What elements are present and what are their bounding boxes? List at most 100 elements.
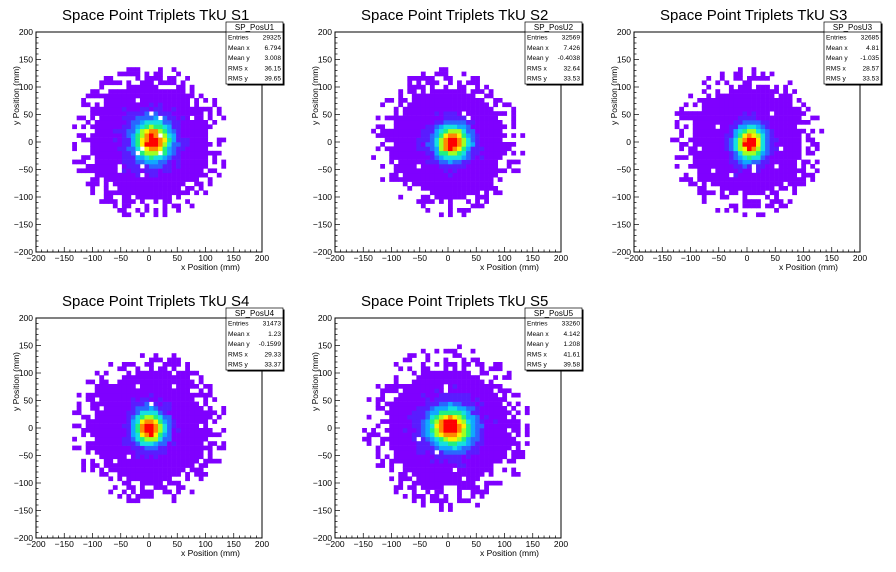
heatmap-cell <box>774 111 779 116</box>
heatmap-cell <box>402 476 408 482</box>
heatmap-cell <box>171 458 177 464</box>
heatmap-cell <box>108 392 114 398</box>
heatmap-cell <box>728 111 734 116</box>
heatmap-cell <box>398 89 404 94</box>
heatmap-cell <box>470 388 476 394</box>
heatmap-cell <box>470 150 476 156</box>
heatmap-cell <box>94 177 100 182</box>
heatmap-cell <box>724 120 730 125</box>
heatmap-cell <box>158 485 163 490</box>
heatmap-cell <box>769 186 775 191</box>
heatmap-cell <box>434 102 440 108</box>
heatmap-cell <box>108 428 114 433</box>
heatmap-cell <box>90 111 96 116</box>
heatmap-cell <box>198 436 204 442</box>
heatmap-cell <box>769 71 775 77</box>
heatmap-cell <box>425 441 431 446</box>
heatmap-cell <box>420 472 426 477</box>
histogram-svg-4: Space Point Triplets TkU S4−200 −150 −100−… <box>11 293 285 558</box>
heatmap-cell <box>448 137 453 143</box>
heatmap-cell <box>158 436 163 442</box>
heatmap-cell <box>389 463 395 468</box>
heatmap-cell <box>438 467 444 473</box>
heatmap-cell <box>420 177 426 182</box>
heatmap-cell <box>674 124 680 130</box>
heatmap-cell <box>783 186 788 191</box>
heatmap-cell <box>737 115 743 121</box>
heatmap-cell <box>117 428 123 433</box>
heatmap-cell <box>153 436 159 442</box>
heatmap-cell <box>429 181 435 187</box>
heatmap-cell <box>497 168 503 174</box>
heatmap-cell <box>416 401 422 407</box>
heatmap-cell <box>185 115 190 121</box>
heatmap-cell <box>429 441 435 446</box>
heatmap-cell <box>742 150 748 156</box>
heatmap-cell <box>448 392 453 398</box>
heatmap-cell <box>185 476 190 482</box>
heatmap-cell <box>484 467 489 473</box>
heatmap-cell <box>171 137 177 143</box>
heatmap-cell <box>493 392 499 398</box>
heatmap-cell <box>484 186 489 191</box>
heatmap-cell <box>488 432 494 438</box>
heatmap-cell <box>407 423 413 429</box>
heatmap-cell <box>126 93 132 99</box>
heatmap-cell <box>167 137 172 143</box>
heatmap-cell <box>371 428 376 433</box>
heatmap-cell <box>479 423 485 429</box>
heatmap-cell <box>171 388 177 394</box>
heatmap-cell <box>484 177 489 182</box>
heatmap-cell <box>153 458 159 464</box>
heatmap-cell <box>126 494 132 499</box>
heatmap-cell <box>76 410 82 416</box>
heatmap-cell <box>216 150 222 156</box>
heatmap-cell <box>176 450 181 455</box>
heatmap-cell <box>452 168 458 174</box>
heatmap-cell <box>475 98 480 103</box>
heatmap-cell <box>470 203 476 209</box>
heatmap-cell <box>194 137 200 143</box>
heatmap-cell <box>216 458 222 464</box>
heatmap-cell <box>158 423 163 429</box>
heatmap-cell <box>502 428 508 433</box>
heatmap-cell <box>783 150 788 156</box>
heatmap-cell <box>144 89 150 94</box>
heatmap-cell <box>108 98 114 103</box>
heatmap-cell <box>171 106 177 112</box>
heatmap-cell <box>384 115 390 121</box>
heatmap-cell <box>425 208 431 213</box>
heatmap-cell <box>479 164 485 169</box>
heatmap-cell <box>121 137 127 143</box>
heatmap-cell <box>801 177 807 182</box>
heatmap-cell <box>398 366 404 372</box>
heatmap-cell <box>475 106 480 112</box>
heatmap-cell <box>189 445 195 451</box>
heatmap-cell <box>452 98 458 103</box>
heatmap-cell <box>185 362 190 367</box>
heatmap-cell <box>135 155 141 160</box>
heatmap-cell <box>737 124 743 130</box>
heatmap-cell <box>466 458 471 464</box>
y-tick-label: 100 <box>318 82 332 92</box>
heatmap-cell <box>171 67 177 72</box>
heatmap-cell <box>497 410 503 416</box>
heatmap-cell <box>420 458 426 464</box>
heatmap-cell <box>769 133 775 138</box>
heatmap-cell <box>126 467 132 473</box>
heatmap-cell <box>448 472 453 477</box>
heatmap-cell <box>710 164 716 169</box>
heatmap-cell <box>398 485 404 490</box>
heatmap-cell <box>121 463 127 468</box>
heatmap-cell <box>493 155 499 160</box>
heatmap-cell <box>706 102 712 108</box>
heatmap-cell <box>103 186 109 191</box>
heatmap-cell <box>389 133 395 138</box>
heatmap-cell <box>470 98 476 103</box>
y-tick-label: 0 <box>626 137 631 147</box>
heatmap-cell <box>389 172 395 178</box>
heatmap-cell <box>434 445 440 451</box>
y-tick-label: −50 <box>19 451 34 461</box>
heatmap-cell <box>425 375 431 380</box>
heatmap-cell <box>434 137 440 143</box>
